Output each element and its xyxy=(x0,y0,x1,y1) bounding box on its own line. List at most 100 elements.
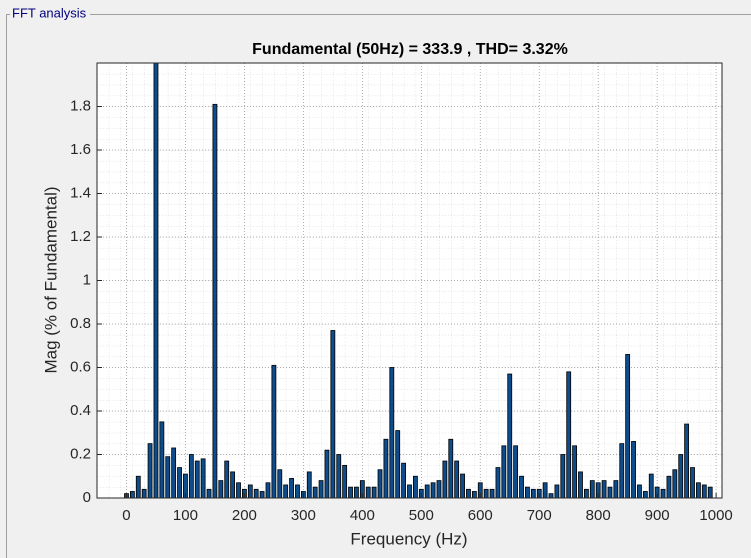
bar xyxy=(672,469,678,498)
bar xyxy=(289,478,294,498)
bar xyxy=(471,491,477,498)
chart-title: Fundamental (50Hz) = 333.9 , THD= 3.32% xyxy=(252,41,568,58)
bar xyxy=(230,471,236,498)
bar xyxy=(224,460,230,498)
bar xyxy=(572,445,577,498)
bar xyxy=(690,467,695,498)
bar xyxy=(560,454,566,498)
bar xyxy=(619,443,625,498)
x-tick-label: 800 xyxy=(586,507,611,524)
bar xyxy=(412,475,418,498)
bar xyxy=(601,480,607,498)
bar xyxy=(654,486,660,498)
y-tick-label: 0 xyxy=(83,489,91,506)
x-tick-label: 400 xyxy=(350,507,375,524)
bar xyxy=(165,456,171,498)
bar xyxy=(348,486,353,498)
bar xyxy=(424,484,430,498)
bar xyxy=(583,488,589,498)
bar xyxy=(271,364,277,498)
bar xyxy=(365,486,371,498)
bar xyxy=(613,480,619,498)
y-tick-label: 0.4 xyxy=(70,402,91,419)
bar xyxy=(194,460,200,498)
x-axis-label: Frequency (Hz) xyxy=(350,529,467,548)
bar xyxy=(401,462,407,498)
bar xyxy=(684,423,690,498)
panel-title: FFT analysis xyxy=(12,5,87,20)
bar xyxy=(236,482,241,498)
y-tick-label: 1 xyxy=(83,271,91,288)
bar xyxy=(295,484,300,498)
panel-border xyxy=(6,14,751,558)
bar xyxy=(430,482,436,498)
x-tick-label: 700 xyxy=(527,507,552,524)
bar xyxy=(625,354,631,498)
bar xyxy=(153,63,159,498)
bar xyxy=(336,454,342,498)
bar xyxy=(389,367,395,498)
x-tick-label: 500 xyxy=(409,507,434,524)
bar xyxy=(141,488,147,498)
bar xyxy=(642,491,648,498)
y-tick-label: 1.8 xyxy=(70,97,91,114)
x-tick-label: 600 xyxy=(468,507,493,524)
bar xyxy=(259,491,265,498)
bar xyxy=(495,467,501,498)
bar xyxy=(218,480,224,498)
panel-title-bg xyxy=(10,6,90,22)
bar xyxy=(507,373,513,498)
bar xyxy=(678,454,684,498)
plot-area xyxy=(97,63,722,498)
bar xyxy=(330,330,336,498)
bar xyxy=(354,486,359,498)
x-tick-label: 1000 xyxy=(699,507,732,524)
bar xyxy=(277,469,283,498)
bar xyxy=(206,488,212,498)
bar xyxy=(530,488,536,498)
bar xyxy=(135,475,141,498)
bar xyxy=(265,482,271,498)
x-tick-label: 100 xyxy=(173,507,198,524)
bar xyxy=(589,480,595,498)
bar xyxy=(566,371,572,498)
bar xyxy=(701,484,707,498)
bar xyxy=(607,486,613,498)
bar xyxy=(371,486,377,498)
bar xyxy=(483,488,489,498)
bar xyxy=(129,491,135,498)
bar xyxy=(171,447,177,498)
y-axis-label: Mag (% of Fundamental) xyxy=(41,186,60,373)
bar xyxy=(283,484,289,498)
bar xyxy=(548,493,554,498)
bar xyxy=(212,103,218,498)
x-tick-label: 300 xyxy=(291,507,316,524)
bar xyxy=(253,488,259,498)
bar xyxy=(501,445,507,498)
bar xyxy=(448,438,454,498)
bar xyxy=(383,438,389,498)
y-tick-label: 1.2 xyxy=(70,228,91,245)
bar xyxy=(324,449,330,498)
bar xyxy=(525,486,530,498)
bar xyxy=(377,469,383,498)
bar xyxy=(306,471,312,498)
bar xyxy=(436,480,442,498)
x-tick-label: 0 xyxy=(122,507,130,524)
bar xyxy=(318,480,324,498)
x-tick-label: 200 xyxy=(232,507,257,524)
bar xyxy=(183,473,188,498)
y-tick-label: 1.6 xyxy=(70,141,91,158)
bar xyxy=(188,454,194,498)
bar xyxy=(554,484,560,498)
bar xyxy=(666,475,672,498)
bar xyxy=(359,480,365,498)
bar xyxy=(660,488,666,498)
bar xyxy=(631,441,636,498)
bar xyxy=(407,484,412,498)
axes-box xyxy=(96,62,723,499)
bar xyxy=(707,486,713,498)
bar xyxy=(466,488,471,498)
bar xyxy=(648,473,654,498)
